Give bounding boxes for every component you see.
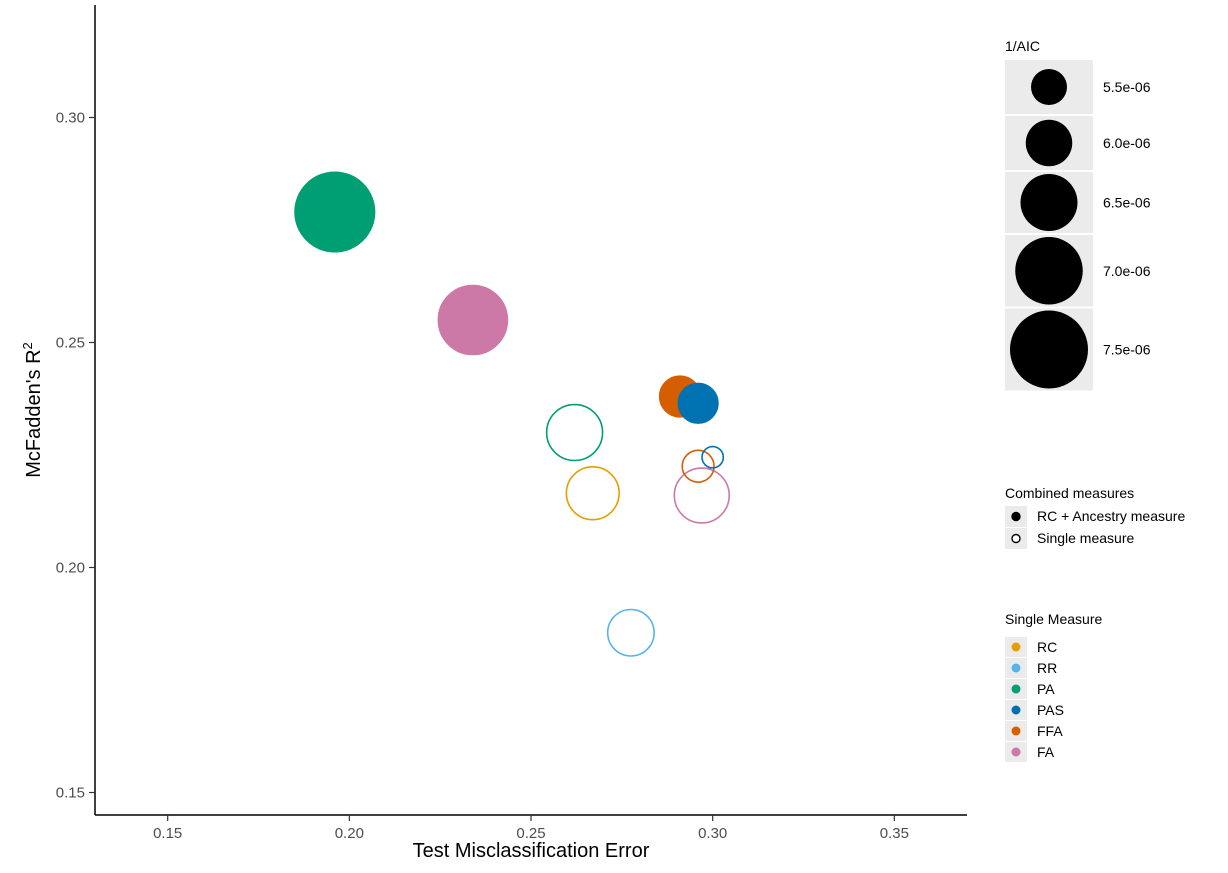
color-legend-label: RR xyxy=(1037,660,1057,676)
data-point-rc-single xyxy=(566,467,619,520)
size-legend-label: 5.5e-06 xyxy=(1103,79,1151,95)
size-legend-label: 7.5e-06 xyxy=(1103,342,1151,358)
y-tick-label: 0.20 xyxy=(56,560,85,577)
y-tick-label: 0.30 xyxy=(56,110,85,127)
color-legend-key-swatch xyxy=(1012,727,1021,736)
x-ticks: 0.15 0.20 0.25 0.30 0.35 xyxy=(153,815,909,842)
color-legend-key-swatch xyxy=(1012,748,1021,757)
data-point-fa-single xyxy=(674,468,729,523)
color-legend-key-swatch xyxy=(1012,706,1021,715)
size-legend: 1/AIC 5.5e-06 6.0e-06 6.5e-06 7.0e-06 7.5e-0… xyxy=(1005,38,1151,391)
y-tick-label: 0.15 xyxy=(56,785,85,802)
size-legend-key-circle xyxy=(1031,69,1067,105)
data-point-pas-single xyxy=(702,447,723,468)
shape-legend: Combined measures RC + Ancestry measure S… xyxy=(1005,485,1185,549)
y-axis-title: McFadden's R2 xyxy=(20,342,45,478)
x-tick-label: 0.20 xyxy=(335,825,364,842)
shape-legend-key-symbol xyxy=(1012,535,1020,543)
color-legend-label: FA xyxy=(1037,744,1055,760)
x-tick-label: 0.15 xyxy=(153,825,182,842)
shape-legend-label: RC + Ancestry measure xyxy=(1037,508,1185,524)
size-legend-key-circle xyxy=(1021,174,1078,231)
plot-area: 0.15 0.20 0.25 0.30 0.35 0.15 0.20 0.25 0.30 xyxy=(56,5,967,842)
x-tick-label: 0.35 xyxy=(880,825,909,842)
data-point-pa-combined xyxy=(295,172,375,252)
color-legend-key-swatch xyxy=(1012,664,1021,673)
color-legend-key-swatch xyxy=(1012,643,1021,652)
points-layer xyxy=(295,172,729,656)
y-axis-title-text: McFadden's R xyxy=(23,349,45,477)
size-legend-label: 6.5e-06 xyxy=(1103,195,1151,211)
shape-legend-title: Combined measures xyxy=(1005,485,1134,501)
color-legend-label: FFA xyxy=(1037,723,1063,739)
shape-legend-key-symbol xyxy=(1012,513,1020,521)
size-legend-key-circle xyxy=(1015,237,1083,305)
data-point-fa-combined xyxy=(438,285,508,355)
size-legend-key-circle xyxy=(1010,311,1088,389)
color-legend-key-swatch xyxy=(1012,685,1021,694)
y-tick-label: 0.25 xyxy=(56,335,85,352)
size-legend-label: 7.0e-06 xyxy=(1103,263,1151,279)
data-point-rr-single xyxy=(608,610,655,657)
color-legend-label: PAS xyxy=(1037,702,1064,718)
size-legend-title: 1/AIC xyxy=(1005,38,1040,54)
data-point-pas-combined xyxy=(678,383,718,423)
y-axis-title-superscript: 2 xyxy=(20,342,35,349)
color-legend-label: PA xyxy=(1037,681,1055,697)
x-tick-label: 0.30 xyxy=(698,825,727,842)
x-axis-title: Test Misclassification Error xyxy=(413,840,650,862)
size-legend-label: 6.0e-06 xyxy=(1103,135,1151,151)
color-legend: Single Measure RC RR PA PAS FFA FA xyxy=(1005,611,1102,762)
color-legend-label: RC xyxy=(1037,639,1057,655)
size-legend-key-circle xyxy=(1026,120,1073,167)
data-point-ffa-single xyxy=(682,450,714,482)
data-point-pa-single xyxy=(547,405,603,461)
y-ticks: 0.15 0.20 0.25 0.30 xyxy=(56,110,95,802)
color-legend-keys: RC RR PA PAS FFA FA xyxy=(1005,637,1064,762)
color-legend-title: Single Measure xyxy=(1005,611,1102,627)
size-legend-keys: 5.5e-06 6.0e-06 6.5e-06 7.0e-06 7.5e-06 xyxy=(1005,60,1151,391)
shape-legend-keys: RC + Ancestry measure Single measure xyxy=(1005,506,1185,549)
shape-legend-label: Single measure xyxy=(1037,530,1134,546)
